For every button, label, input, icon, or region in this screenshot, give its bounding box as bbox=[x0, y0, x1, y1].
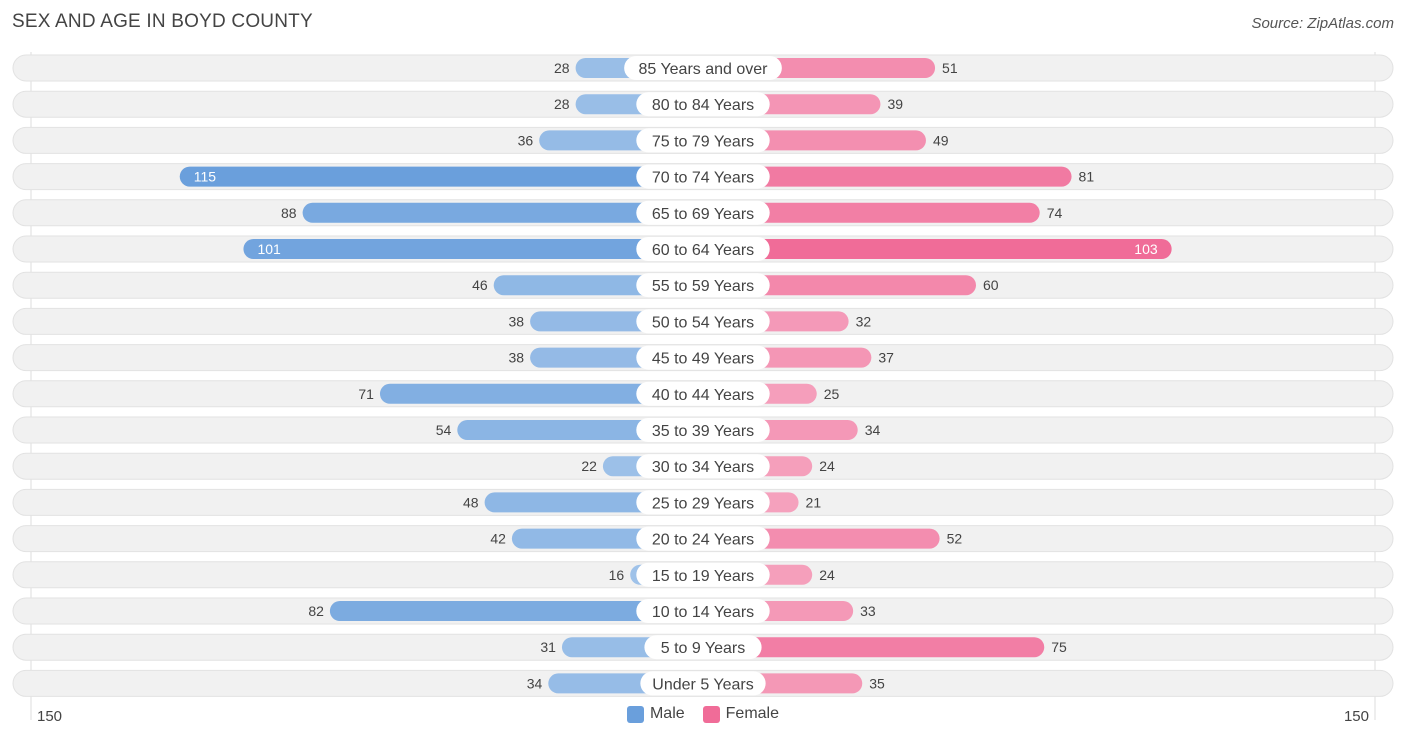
female-value-label: 21 bbox=[806, 494, 822, 510]
female-value-label: 37 bbox=[878, 350, 894, 366]
male-value-label: 115 bbox=[194, 169, 217, 185]
male-bar bbox=[243, 239, 703, 259]
male-value-label: 71 bbox=[358, 386, 374, 402]
category-pill bbox=[636, 526, 770, 551]
female-value-label: 39 bbox=[887, 96, 903, 112]
legend-male-label: Male bbox=[649, 705, 685, 722]
female-bar bbox=[703, 202, 1040, 223]
legend-item-male[interactable]: Male bbox=[626, 705, 685, 723]
category-pill bbox=[636, 273, 770, 298]
category-label: 70 to 74 Years bbox=[652, 170, 754, 187]
category-label: 50 to 54 Years bbox=[652, 314, 754, 331]
legend: Male Female bbox=[0, 705, 1406, 723]
female-value-label: 60 bbox=[983, 277, 999, 293]
male-value-label: 88 bbox=[281, 205, 297, 221]
category-label: 10 to 14 Years bbox=[652, 604, 754, 621]
category-pill bbox=[636, 418, 770, 442]
category-label: 80 to 84 Years bbox=[652, 97, 754, 114]
category-pill bbox=[636, 345, 770, 370]
female-value-label: 103 bbox=[1134, 241, 1158, 257]
category-pill bbox=[636, 562, 770, 587]
source-label: Source: ZipAtlas.com bbox=[1251, 15, 1394, 32]
male-value-label: 101 bbox=[257, 241, 281, 257]
category-pill bbox=[636, 200, 770, 225]
female-bar bbox=[703, 239, 1172, 259]
category-pill bbox=[636, 381, 770, 406]
category-label: 30 to 34 Years bbox=[652, 459, 754, 476]
category-label: 15 to 19 Years bbox=[652, 568, 754, 585]
male-value-label: 82 bbox=[308, 603, 324, 619]
male-value-label: 28 bbox=[554, 96, 570, 112]
chart-title: SEX AND AGE IN BOYD COUNTY bbox=[12, 11, 313, 32]
female-value-label: 34 bbox=[865, 422, 881, 438]
female-value-label: 25 bbox=[824, 386, 840, 402]
male-value-label: 36 bbox=[518, 132, 534, 148]
male-bar bbox=[179, 166, 703, 187]
axis-min-label: 150 bbox=[37, 708, 62, 725]
male-value-label: 28 bbox=[554, 60, 570, 76]
male-swatch bbox=[626, 705, 644, 723]
female-value-label: 51 bbox=[942, 60, 958, 76]
male-value-label: 38 bbox=[509, 313, 525, 329]
axis-max-label: 150 bbox=[1344, 708, 1369, 725]
category-label: 60 to 64 Years bbox=[652, 242, 754, 259]
female-value-label: 33 bbox=[860, 603, 876, 619]
category-pill bbox=[636, 599, 770, 623]
category-pill bbox=[636, 164, 770, 189]
category-pill bbox=[636, 490, 770, 515]
female-swatch bbox=[702, 705, 720, 723]
category-pill bbox=[636, 92, 770, 117]
category-label: 25 to 29 Years bbox=[652, 495, 754, 512]
male-value-label: 42 bbox=[490, 531, 506, 547]
category-pill bbox=[624, 56, 782, 80]
male-value-label: 16 bbox=[609, 567, 625, 583]
category-pill bbox=[644, 635, 762, 660]
male-bar bbox=[379, 383, 703, 404]
male-bar bbox=[302, 202, 703, 223]
category-label: 20 to 24 Years bbox=[652, 532, 754, 549]
female-value-label: 32 bbox=[856, 313, 872, 329]
male-value-label: 38 bbox=[509, 350, 525, 366]
category-pill bbox=[636, 128, 770, 153]
legend-item-female[interactable]: Female bbox=[702, 705, 780, 723]
male-value-label: 34 bbox=[527, 675, 543, 691]
category-label: 35 to 39 Years bbox=[652, 423, 754, 440]
male-value-label: 31 bbox=[540, 639, 556, 655]
category-label: 65 to 69 Years bbox=[652, 206, 754, 223]
category-label: Under 5 Years bbox=[652, 676, 753, 693]
female-value-label: 74 bbox=[1047, 205, 1063, 221]
female-value-label: 35 bbox=[869, 675, 885, 691]
male-value-label: 22 bbox=[581, 458, 597, 474]
male-bar bbox=[329, 601, 703, 621]
category-label: 75 to 79 Years bbox=[652, 133, 754, 150]
category-label: 5 to 9 Years bbox=[661, 640, 746, 657]
female-value-label: 49 bbox=[933, 132, 949, 148]
male-value-label: 54 bbox=[436, 422, 452, 438]
female-value-label: 24 bbox=[819, 458, 835, 474]
category-pill bbox=[636, 237, 770, 261]
category-label: 45 to 49 Years bbox=[652, 351, 754, 368]
category-pill bbox=[640, 671, 766, 696]
female-value-label: 81 bbox=[1079, 169, 1095, 185]
category-pill bbox=[636, 454, 770, 479]
female-value-label: 24 bbox=[819, 567, 835, 583]
female-value-label: 52 bbox=[947, 531, 963, 547]
category-label: 85 Years and over bbox=[639, 61, 769, 78]
female-bar bbox=[703, 166, 1072, 187]
category-pill bbox=[636, 309, 770, 334]
female-value-label: 75 bbox=[1051, 639, 1067, 655]
category-label: 55 to 59 Years bbox=[652, 278, 754, 295]
category-label: 40 to 44 Years bbox=[652, 387, 754, 404]
male-value-label: 48 bbox=[463, 494, 479, 510]
male-value-label: 46 bbox=[472, 277, 488, 293]
legend-female-label: Female bbox=[725, 705, 780, 722]
female-bar bbox=[703, 275, 976, 296]
female-bar bbox=[703, 637, 1045, 658]
